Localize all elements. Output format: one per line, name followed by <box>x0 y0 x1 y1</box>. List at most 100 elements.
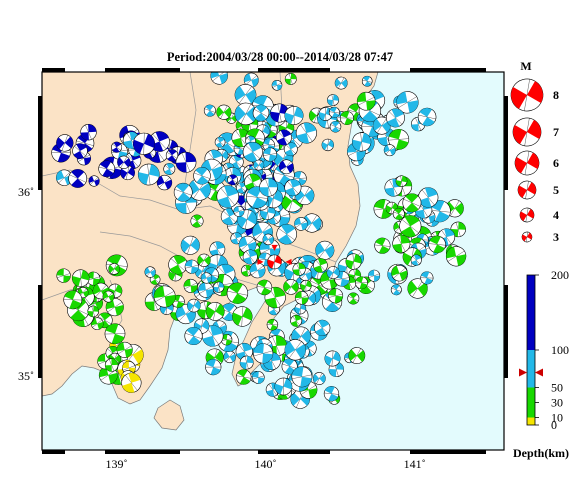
mechanism-event <box>274 377 293 396</box>
latest-event-marker[interactable] <box>257 244 292 271</box>
mechanism-event <box>315 240 335 260</box>
mechanism-event <box>184 326 203 346</box>
mechanism-event <box>117 155 131 169</box>
mechanism-event <box>328 288 344 304</box>
mechanism-event <box>235 369 252 385</box>
longitude-tick-label: 140˚ <box>255 457 277 471</box>
colorbar-band <box>527 350 535 388</box>
mechanism-event <box>230 232 243 245</box>
mechanism-event <box>291 366 313 388</box>
colorbar-tick-label: 200 <box>551 268 569 282</box>
mechanism-event <box>326 266 340 280</box>
mechanism-event <box>271 79 283 91</box>
latitude-tick-label: 35˚ <box>18 369 34 383</box>
magnitude-legend-ball <box>517 180 537 200</box>
mechanism-event <box>226 282 249 304</box>
mechanism-event <box>284 106 304 125</box>
mechanism-event <box>187 298 201 313</box>
mechanism-event <box>210 72 228 85</box>
mechanism-event <box>329 120 342 133</box>
mechanism-event <box>407 278 428 299</box>
mechanism-event <box>98 160 116 178</box>
mechanism-event <box>227 174 238 186</box>
mechanism-event <box>396 91 419 114</box>
mechanism-event <box>284 179 302 197</box>
mechanism-event <box>256 279 273 296</box>
mechanism-event <box>121 372 142 393</box>
mechanism-event <box>323 386 340 402</box>
mechanism-event <box>184 259 199 274</box>
mechanism-event <box>356 91 376 111</box>
magnitude-legend-label: 7 <box>553 125 559 139</box>
mechanism-event <box>239 355 254 370</box>
mechanism-event <box>173 182 193 202</box>
mechanism-event <box>347 292 360 305</box>
colorbar-depth-marker <box>519 368 543 377</box>
magnitude-legend-label: 4 <box>553 208 559 222</box>
mechanism-event <box>68 169 88 188</box>
mechanism-event <box>153 285 176 308</box>
map-area[interactable]: 139˚ 140˚ 141˚ 36˚ 35˚ <box>18 65 508 471</box>
mechanism-event <box>279 159 294 175</box>
mechanism-event <box>205 301 225 321</box>
mechanism-event <box>386 108 405 128</box>
latest-event-pointer <box>285 258 292 265</box>
mechanism-event <box>295 122 317 144</box>
mechanism-event <box>410 254 422 266</box>
mechanism-event <box>214 136 226 148</box>
mechanism-event <box>233 205 245 217</box>
magnitude-legend-label: 3 <box>553 230 559 244</box>
mechanism-event <box>197 253 211 267</box>
mechanism-event <box>420 271 434 285</box>
mechanism-event <box>266 318 279 331</box>
magnitude-legend: M 8 7 6 5 4 3 <box>510 59 559 244</box>
mechanism-event <box>314 319 331 337</box>
mechanism-event <box>223 350 236 364</box>
mechanism-event <box>86 271 101 286</box>
mechanism-event <box>321 138 334 152</box>
magnitude-legend-label: 6 <box>553 156 559 170</box>
mechanism-event <box>72 143 88 159</box>
mechanism-event <box>105 298 124 317</box>
mechanism-event <box>56 134 74 152</box>
mechanism-event <box>216 104 232 120</box>
mechanism-event <box>450 221 466 238</box>
mechanism-event <box>235 342 253 361</box>
mechanism-event <box>209 241 226 258</box>
mechanism-event <box>216 185 240 208</box>
mechanism-event <box>390 284 402 296</box>
magnitude-legend-label: 8 <box>553 88 559 102</box>
mechanism-event <box>111 141 123 153</box>
mechanism-event <box>242 249 258 265</box>
map-title: Period:2004/03/28 00:00--2014/03/28 07:4… <box>167 50 393 64</box>
mechanism-event <box>284 73 297 85</box>
magnitude-legend-ball <box>510 78 544 112</box>
mechanism-event <box>294 217 308 231</box>
mechanism-event <box>180 235 200 255</box>
mechanism-event <box>324 350 341 367</box>
mechanism-event <box>374 237 391 254</box>
mechanism-event <box>348 347 366 365</box>
mechanism-event <box>102 290 115 303</box>
mechanism-event <box>249 262 266 279</box>
mechanism-event <box>104 323 126 345</box>
mechanism-event <box>351 132 372 152</box>
oshima-island <box>153 399 185 431</box>
mechanism-event <box>253 159 265 171</box>
mechanism-event <box>276 223 298 245</box>
mechanism-event <box>234 83 257 106</box>
colorbar-band <box>527 275 535 350</box>
magnitude-legend-heading: M <box>520 59 531 73</box>
mechanism-event <box>203 104 216 117</box>
mechanism-event <box>313 258 328 273</box>
earthquake-mechanism-layer <box>51 72 467 409</box>
mechanism-event <box>262 233 275 246</box>
mechanism-event <box>80 124 97 141</box>
mechanism-event <box>87 305 99 318</box>
mechanism-event <box>213 281 225 293</box>
mechanism-event <box>284 339 306 361</box>
mechanism-event <box>418 187 439 208</box>
mechanism-event <box>388 128 410 150</box>
magnitude-legend-ball <box>519 207 535 223</box>
